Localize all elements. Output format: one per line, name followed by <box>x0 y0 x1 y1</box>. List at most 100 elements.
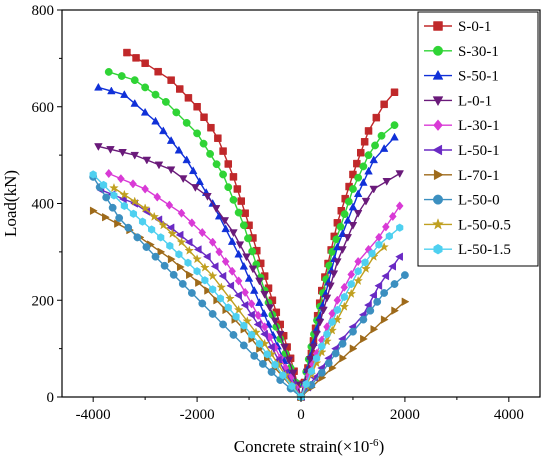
data-point <box>288 381 296 391</box>
data-point <box>94 82 103 91</box>
data-point <box>349 344 358 353</box>
data-point <box>247 299 256 309</box>
data-point <box>182 118 191 127</box>
data-point <box>239 221 248 230</box>
legend-label: L-50-1.5 <box>458 242 511 258</box>
series-line-right <box>300 227 401 398</box>
data-point <box>176 262 185 272</box>
data-point <box>211 205 221 213</box>
data-point <box>316 347 327 357</box>
data-point <box>224 160 233 168</box>
data-point <box>99 180 108 190</box>
data-point <box>132 54 140 62</box>
data-point <box>354 256 362 267</box>
data-point <box>225 293 235 303</box>
data-point <box>219 320 227 329</box>
y-tick-label: 200 <box>32 293 55 309</box>
x-tick-label: 0 <box>297 407 305 423</box>
data-point <box>129 196 140 206</box>
data-point <box>141 59 149 67</box>
data-point <box>208 237 217 247</box>
legend-marker <box>432 69 444 80</box>
data-point <box>382 178 392 186</box>
data-point <box>161 97 170 106</box>
data-point <box>204 286 213 295</box>
data-point <box>177 208 186 218</box>
data-point <box>193 103 201 111</box>
series-L-50-0 <box>89 172 409 401</box>
data-point <box>130 76 139 85</box>
data-point <box>219 147 227 155</box>
data-point <box>344 197 353 206</box>
data-point <box>167 76 175 84</box>
data-point <box>349 185 357 193</box>
data-point <box>313 354 321 363</box>
data-point <box>119 189 130 199</box>
data-point <box>184 245 195 255</box>
data-point <box>312 330 321 339</box>
legend-marker <box>433 21 443 31</box>
data-point <box>377 131 386 140</box>
data-point <box>106 146 115 154</box>
series-line-left <box>113 187 302 398</box>
data-point <box>240 321 248 330</box>
legend-item: L-50-0.5 <box>424 217 511 233</box>
data-point <box>258 360 267 368</box>
data-point <box>117 72 126 80</box>
data-point <box>166 241 174 250</box>
data-point <box>166 166 176 175</box>
data-point <box>361 263 371 273</box>
data-point <box>169 270 178 279</box>
data-point <box>328 317 336 327</box>
data-point <box>184 94 193 102</box>
data-point <box>319 306 328 315</box>
data-point <box>201 276 209 285</box>
data-point <box>226 281 235 291</box>
legend: S-0-1 S-30-1 S-50-1 L-0-1 L-30-1 L-50-1 L-70-1… <box>417 11 539 267</box>
data-point <box>360 138 369 146</box>
data-point <box>229 229 238 238</box>
data-point <box>391 306 400 315</box>
data-point <box>260 329 268 339</box>
data-point <box>184 237 193 247</box>
data-point <box>221 256 230 267</box>
legend-marker <box>433 169 444 181</box>
data-point <box>340 210 349 219</box>
data-point <box>331 349 340 358</box>
data-point <box>338 339 347 348</box>
data-point <box>380 289 389 297</box>
data-point <box>89 206 98 216</box>
data-point <box>212 160 221 169</box>
data-point <box>206 149 215 158</box>
data-point <box>175 250 183 259</box>
data-point <box>120 90 129 98</box>
data-point <box>199 262 210 272</box>
data-point <box>317 368 326 377</box>
data-point <box>346 288 357 298</box>
data-point <box>361 258 369 267</box>
data-point <box>176 237 187 247</box>
data-point <box>255 339 264 348</box>
y-tick-label: 800 <box>32 3 55 19</box>
data-point <box>347 279 355 289</box>
data-point <box>242 316 253 326</box>
data-point <box>259 309 269 317</box>
legend-marker <box>433 243 443 255</box>
data-point <box>216 294 225 303</box>
data-point <box>160 261 169 270</box>
data-point <box>234 276 243 286</box>
data-point <box>354 173 363 182</box>
data-point <box>260 322 269 332</box>
data-point <box>165 200 174 210</box>
data-point <box>353 209 363 218</box>
data-point <box>359 315 368 324</box>
data-point <box>233 185 242 193</box>
data-point <box>110 191 118 200</box>
data-point <box>175 230 184 240</box>
data-point <box>326 282 335 291</box>
data-point <box>237 197 245 205</box>
data-point <box>324 359 333 368</box>
data-point <box>141 83 150 92</box>
data-point <box>253 320 262 329</box>
data-point <box>359 177 368 186</box>
